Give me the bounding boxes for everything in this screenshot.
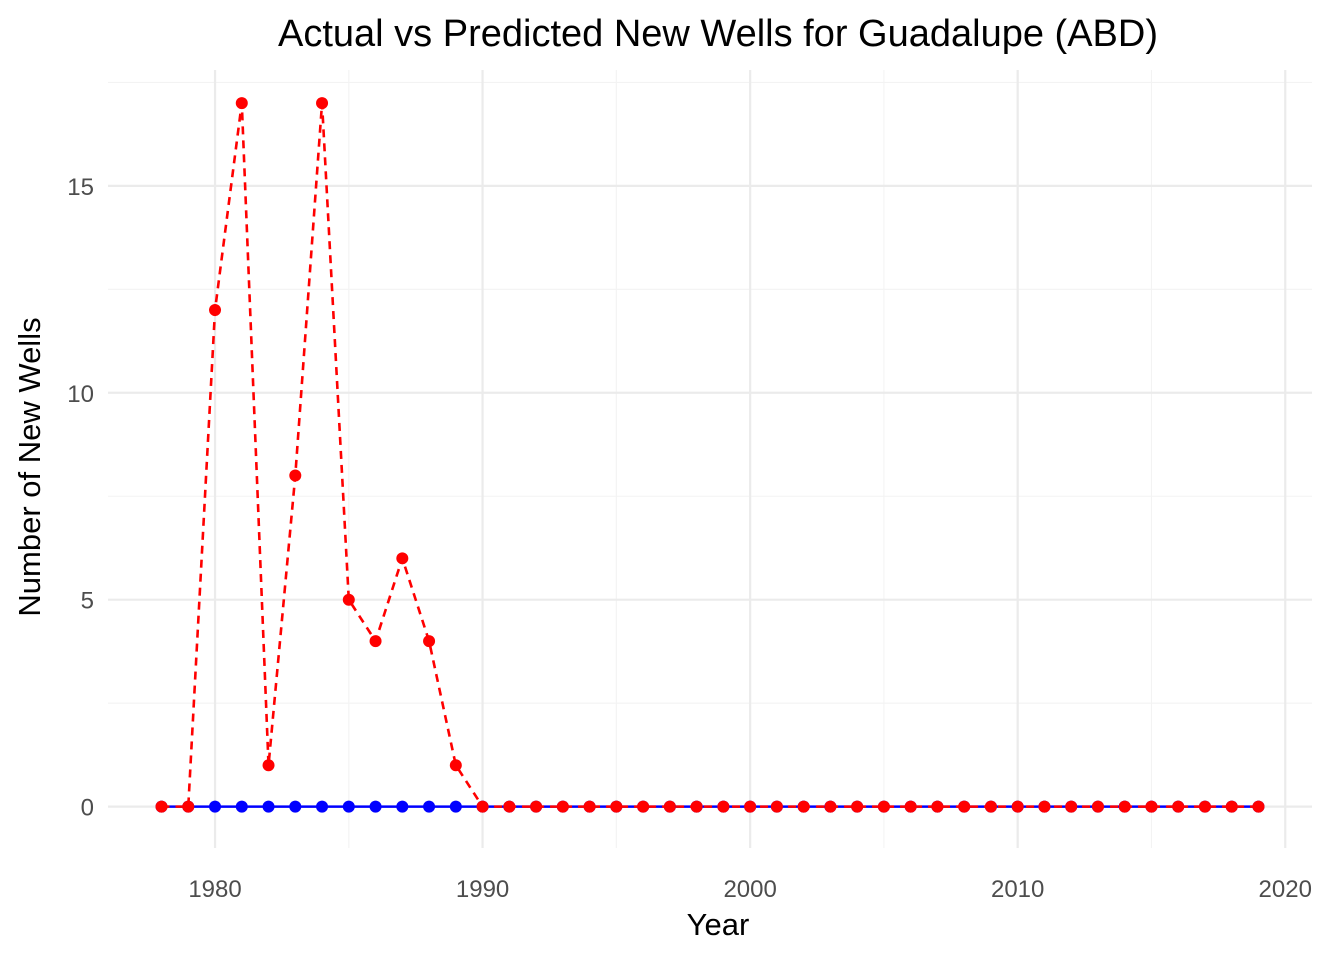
data-point xyxy=(1198,800,1211,813)
y-tick-label: 5 xyxy=(81,588,94,615)
data-point xyxy=(316,800,329,813)
data-point xyxy=(423,800,436,813)
data-point xyxy=(1038,800,1051,813)
data-point xyxy=(851,800,864,813)
data-point xyxy=(663,800,676,813)
x-axis-label: Year xyxy=(687,907,750,942)
data-point xyxy=(449,759,462,772)
data-point xyxy=(717,800,730,813)
data-point xyxy=(1145,800,1158,813)
y-tick-label: 15 xyxy=(67,174,94,201)
data-point xyxy=(503,800,516,813)
x-tick-label: 1990 xyxy=(456,876,509,903)
data-point xyxy=(770,800,783,813)
data-point xyxy=(1118,800,1131,813)
data-point xyxy=(476,800,489,813)
data-point xyxy=(369,635,382,648)
data-point xyxy=(209,800,222,813)
data-point xyxy=(824,800,837,813)
x-tick-label: 1980 xyxy=(188,876,241,903)
data-point xyxy=(449,800,462,813)
data-point xyxy=(556,800,569,813)
data-point xyxy=(1252,800,1265,813)
data-point xyxy=(396,800,409,813)
data-point xyxy=(342,593,355,606)
data-point xyxy=(530,800,543,813)
data-point xyxy=(877,800,890,813)
data-point xyxy=(396,552,409,565)
tick-labels: 1980 1990 2000 2010 2020 0 5 10 15 xyxy=(67,174,1312,903)
data-point xyxy=(1225,800,1238,813)
data-point xyxy=(1172,800,1185,813)
y-axis-label: Number of New Wells xyxy=(12,317,47,616)
data-point xyxy=(744,800,757,813)
data-point xyxy=(289,469,302,482)
x-tick-label: 2020 xyxy=(1259,876,1312,903)
y-tick-label: 0 xyxy=(81,795,94,822)
chart-title: Actual vs Predicted New Wells for Guadal… xyxy=(278,13,1158,55)
data-point xyxy=(262,800,275,813)
data-point xyxy=(342,800,355,813)
data-point xyxy=(262,759,275,772)
x-tick-label: 2010 xyxy=(991,876,1044,903)
data-point xyxy=(904,800,917,813)
data-point xyxy=(182,800,195,813)
data-point xyxy=(209,304,222,317)
data-point xyxy=(583,800,596,813)
data-point xyxy=(931,800,944,813)
data-point xyxy=(316,97,329,110)
series-layer xyxy=(155,97,1265,813)
data-point xyxy=(984,800,997,813)
data-point xyxy=(610,800,623,813)
data-point xyxy=(797,800,810,813)
data-point xyxy=(1011,800,1024,813)
data-point xyxy=(235,800,248,813)
data-point xyxy=(235,97,248,110)
data-point xyxy=(1091,800,1104,813)
x-tick-label: 2000 xyxy=(723,876,776,903)
y-tick-label: 10 xyxy=(67,381,94,408)
data-point xyxy=(289,800,302,813)
data-point xyxy=(958,800,971,813)
data-point xyxy=(1065,800,1078,813)
data-point xyxy=(155,800,168,813)
data-point xyxy=(369,800,382,813)
series-2 xyxy=(155,97,1265,813)
data-point xyxy=(690,800,703,813)
data-point xyxy=(423,635,436,648)
data-point xyxy=(637,800,650,813)
